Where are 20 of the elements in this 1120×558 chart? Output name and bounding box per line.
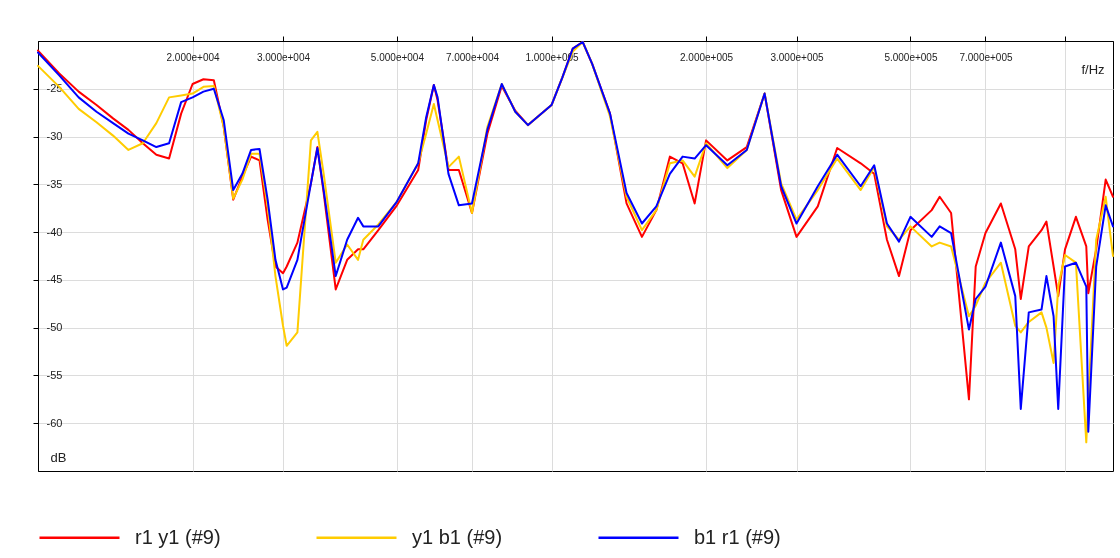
x-axis-title: f/Hz — [1081, 61, 1105, 77]
y-tick-label: -45 — [46, 273, 63, 286]
y-tick-label: -35 — [46, 177, 63, 190]
x-tick-label: 2.000e+004 — [166, 51, 221, 63]
x-tick-label: 7.000e+005 — [959, 51, 1013, 63]
x-tick-label: 5.000e+005 — [884, 51, 938, 63]
x-tick-label: 3.000e+004 — [256, 51, 311, 63]
y-tick-label: -40 — [46, 225, 63, 238]
y-tick-label: -50 — [46, 321, 63, 334]
x-tick-label: 2.000e+005 — [680, 51, 734, 63]
x-tick-label: 5.000e+004 — [370, 51, 425, 63]
legend-label: y1 b1 (#9) — [412, 525, 503, 548]
y-tick-label: -30 — [46, 130, 63, 143]
legend-label: b1 r1 (#9) — [694, 525, 781, 548]
legend-label: r1 y1 (#9) — [135, 525, 221, 548]
y-tick-label: -60 — [46, 416, 63, 429]
x-tick-label: 3.000e+005 — [770, 51, 825, 63]
x-tick-label: 7.000e+004 — [445, 51, 500, 63]
y-tick-label: -55 — [46, 368, 63, 381]
y-axis-title: dB — [50, 449, 67, 465]
